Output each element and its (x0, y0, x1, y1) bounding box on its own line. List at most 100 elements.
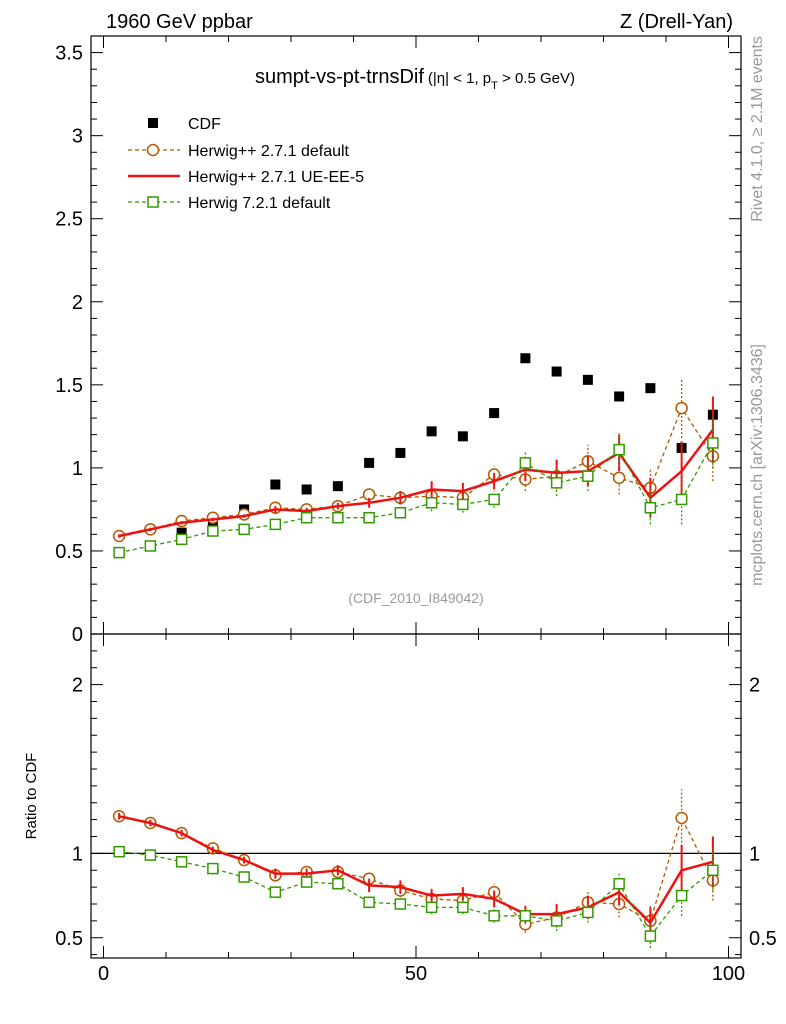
main-series-herwig721_default-point (300, 511, 313, 524)
main-series-herwig271_default (112, 378, 720, 543)
main-ytick-label: 3 (72, 126, 83, 148)
main-series-data-point (270, 479, 281, 490)
main-series-herwig721_default-point (707, 437, 719, 449)
main-ytick-label: 2 (72, 292, 83, 314)
ratio-ytick-label-right: 0.5 (749, 928, 777, 950)
main-series-data-point (520, 353, 531, 364)
legend-label-herwig721-default: Herwig 7.2.1 default (188, 195, 331, 212)
legend-entry-herwig271-default: Herwig++ 2.7.1 default (128, 143, 350, 160)
plot-title-cond-b: > 0.5 GeV) (498, 70, 575, 87)
legend-label-cdf: CDF (188, 116, 221, 133)
ratio-series-herwig721_default-point (175, 856, 188, 868)
ratio-series-herwig721_default-point (144, 849, 157, 861)
main-series-herwig721_default-point (425, 497, 438, 509)
ratio-ytick-label: 0.5 (55, 928, 83, 950)
ratio-series-herwig721_default-point (207, 862, 219, 875)
ratio-ytick-label-right: 2 (749, 675, 760, 697)
main-series-data-point (614, 391, 625, 402)
ratio-series-herwig721_default (113, 845, 719, 948)
main-series-herwig721_default-point (269, 518, 282, 531)
mcplots-label: mcplots.cern.ch [arXiv:1306.3436] (749, 344, 766, 586)
main-ytick-label: 2.5 (55, 209, 83, 231)
plot-title-main: sumpt-vs-pt-trnsDif (255, 66, 424, 88)
ratio-xtick-label: 0 (98, 963, 109, 985)
plot-title-cond-sub: T (491, 80, 498, 92)
ratio-series-herwig271_default (112, 789, 720, 937)
ratio-series-herwig721_default-point (269, 886, 282, 898)
ratio-series-herwig721_default-point (675, 889, 688, 902)
main-series-data-point (426, 426, 437, 437)
main-series-herwig271_default-point (675, 401, 688, 415)
main-series-herwig721_default-point (394, 506, 407, 519)
plot-title-cond-a: (|η| < 1, p (428, 70, 491, 87)
legend-label-herwig271-ueee5: Herwig++ 2.7.1 UE-EE-5 (188, 169, 364, 186)
legend-marker-herwig721-default (147, 196, 159, 208)
main-series-data-point (301, 484, 312, 495)
main-series-herwig721_default-point (550, 477, 563, 489)
rivet-version-label: Rivet 4.1.0, ≥ 2.1M events (749, 36, 766, 222)
ratio-axis-label: Ratio to CDF (23, 753, 40, 840)
ratio-series-herwig271_ueee5 (118, 812, 714, 938)
ratio-series-herwig721_default-point (519, 910, 532, 922)
main-series-herwig721_default (113, 418, 719, 559)
main-series-data-point (332, 481, 343, 492)
legend-entry-cdf: CDF (148, 116, 221, 133)
main-series-herwig721_default-point (363, 511, 375, 524)
main-series-herwig721_default-point (582, 470, 594, 482)
ratio-series-herwig271_ueee5-line (118, 815, 714, 925)
main-series-data (114, 353, 718, 558)
legend-entry-herwig271-ueee5: Herwig++ 2.7.1 UE-EE-5 (128, 169, 364, 186)
main-panel: 0 0.5 1 1.5 2 2.5 3 3.5 (55, 35, 742, 646)
main-series-data-point (395, 447, 406, 458)
main-ytick-label: 1.5 (55, 375, 83, 397)
ratio-panel: 0.5 0.5 1 1 2 2 0 50 100 (55, 633, 777, 985)
main-series-herwig721_default-point (175, 533, 188, 546)
ratio-xtick-label: 50 (405, 963, 427, 985)
legend-marker-herwig271-default (146, 143, 160, 157)
main-series-herwig721_default-point (644, 502, 657, 514)
ratio-series-herwig721_default-point (488, 910, 500, 922)
main-series-herwig721_default-point (457, 498, 469, 511)
ratio-series-herwig721_default-point (613, 878, 625, 890)
legend-marker-cdf (148, 118, 158, 128)
main-series-herwig721_default-point (488, 493, 500, 506)
main-series-herwig721_default-point (144, 540, 157, 552)
legend-entry-herwig721-default: Herwig 7.2.1 default (128, 195, 331, 212)
main-series-herwig271_default-point (612, 471, 626, 485)
ratio-series-herwig271_default-point (675, 811, 688, 825)
ratio-frame (90, 633, 742, 959)
ratio-series-herwig721_default-point (394, 898, 407, 910)
main-plot-area (112, 353, 720, 559)
ratio-ytick-label-right: 1 (749, 843, 760, 865)
main-series-herwig271_ueee5-line (118, 428, 714, 538)
ratio-series-herwig721_default-point (644, 930, 657, 942)
ratio-series-herwig721_default-point (425, 901, 438, 914)
ratio-ytick-label: 1 (72, 843, 83, 865)
main-ytick-label: 0.5 (55, 541, 83, 563)
ratio-ytick-label: 2 (72, 675, 83, 697)
main-series-data-point (489, 408, 500, 419)
header-left: 1960 GeV ppbar (106, 11, 253, 33)
ratio-series-herwig721_default-point (707, 864, 719, 876)
main-series-data-point (364, 457, 375, 468)
plot-title: sumpt-vs-pt-trnsDif (|η| < 1, pT > 0.5 Ge… (255, 66, 575, 92)
header-right: Z (Drell-Yan) (620, 11, 733, 33)
main-series-herwig721_default-point (113, 546, 125, 559)
main-series-herwig721_default-point (238, 523, 250, 536)
main-series-data-point (457, 431, 468, 442)
main-series-data-point (645, 383, 656, 394)
ratio-plot-area (91, 789, 741, 948)
main-series-data-point (582, 374, 593, 385)
legend-label-herwig271-default: Herwig++ 2.7.1 default (188, 143, 350, 160)
analysis-watermark: (CDF_2010_I849042) (348, 590, 483, 606)
legend: CDF Herwig++ 2.7.1 default Herwig++ 2.7.… (128, 116, 364, 212)
main-series-data-point (551, 366, 562, 377)
main-series-herwig721_default-point (207, 525, 219, 537)
ratio-series-herwig721_default-point (550, 915, 563, 927)
main-series-herwig721_default-point (675, 493, 688, 506)
ratio-xtick-label: 100 (712, 963, 745, 985)
main-series-herwig721_default-point (613, 443, 625, 456)
main-series-data-point (176, 527, 187, 538)
ratio-series-herwig721_default-point (332, 878, 344, 890)
